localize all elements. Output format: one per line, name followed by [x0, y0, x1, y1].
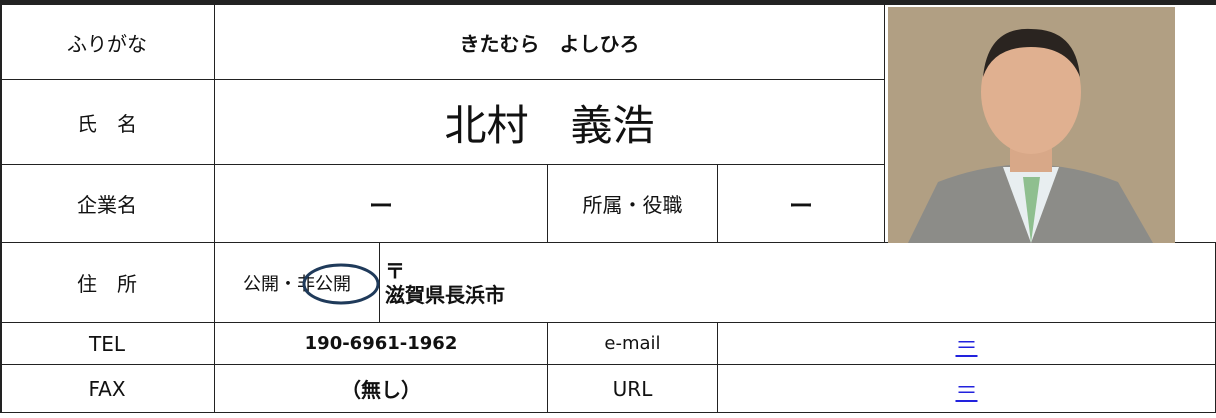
value: ー — [215, 165, 548, 243]
photo — [888, 7, 1175, 243]
label: e-mail — [548, 323, 718, 365]
address: 滋賀県長浜市 — [385, 282, 505, 307]
label: TEL — [0, 323, 215, 365]
label: URL — [548, 365, 718, 413]
photo-cell — [885, 5, 1216, 243]
value: ＝ — [718, 323, 1216, 365]
value: ー — [718, 165, 885, 243]
label: 氏 名 — [0, 80, 215, 165]
label: ふりがな — [0, 5, 215, 80]
selection-circle — [302, 263, 380, 305]
email-link[interactable]: ＝ — [955, 333, 978, 359]
visibility-text: 公開・非公開 — [243, 273, 351, 295]
value: きたむら よしひろ — [215, 5, 885, 80]
top-border — [0, 0, 1216, 5]
address-cell: 〒 滋賀県長浜市 — [380, 243, 1216, 323]
visibility: 公開・非公開 — [215, 243, 380, 323]
postal-mark: 〒 — [385, 258, 405, 283]
value: 190-6961-1962 — [215, 323, 548, 365]
value: ＝ — [718, 365, 1216, 413]
label: 所属・役職 — [548, 165, 718, 243]
value: 北村 義浩 — [215, 80, 885, 165]
value: （無し） — [215, 365, 548, 413]
left-border — [0, 0, 2, 413]
url-link[interactable]: ＝ — [955, 378, 978, 404]
label: FAX — [0, 365, 215, 413]
label: 住 所 — [0, 243, 215, 323]
label: 企業名 — [0, 165, 215, 243]
